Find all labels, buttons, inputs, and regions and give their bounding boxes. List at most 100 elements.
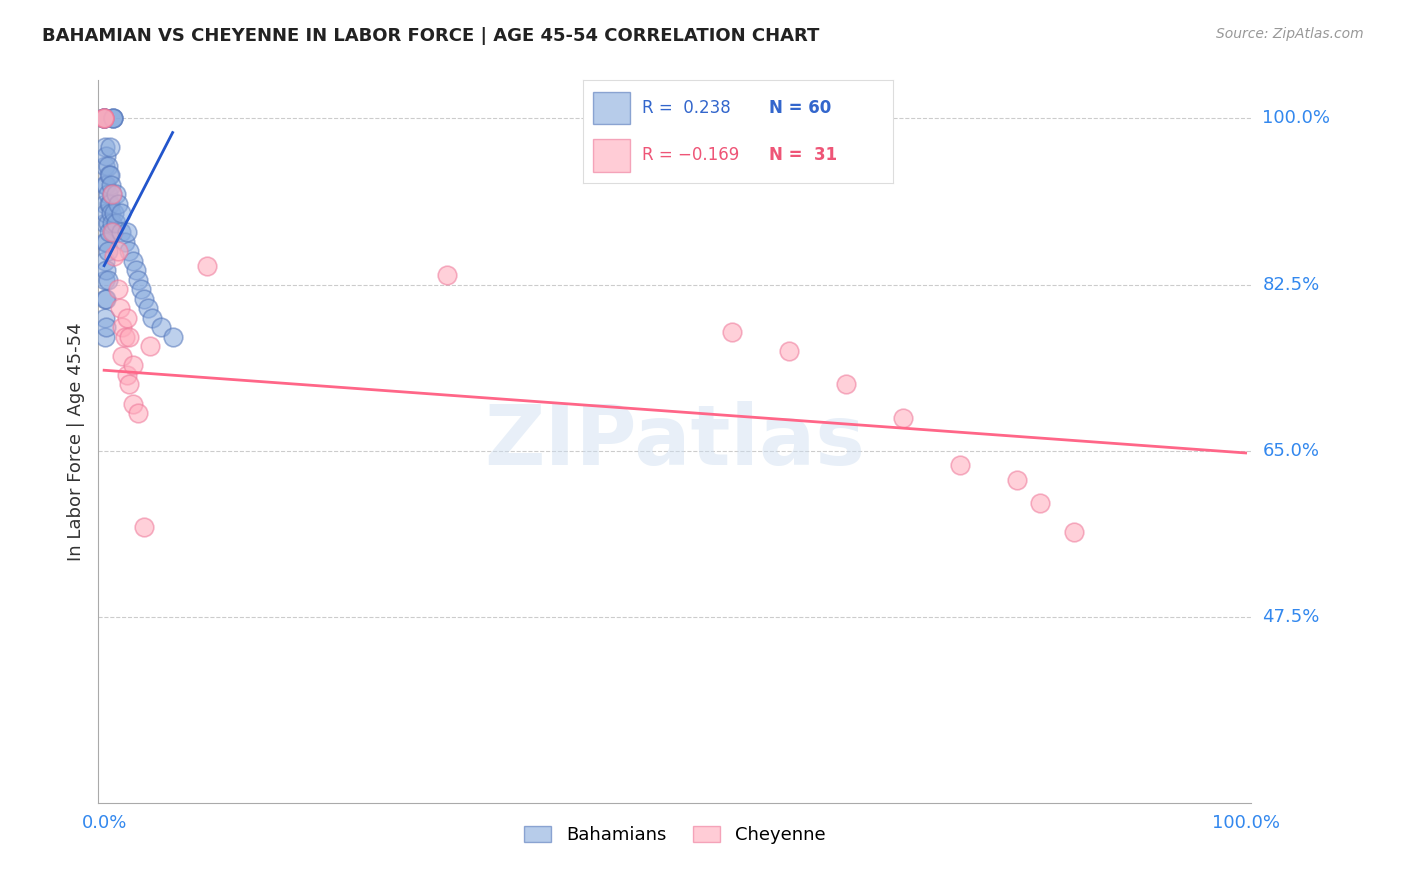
Point xyxy=(115,310,138,325)
Point xyxy=(93,112,115,126)
Point xyxy=(111,349,134,363)
Point xyxy=(110,226,132,240)
Point xyxy=(94,310,117,325)
Point xyxy=(96,273,118,287)
Point xyxy=(96,263,118,277)
Bar xyxy=(593,92,630,124)
Text: 82.5%: 82.5% xyxy=(1263,276,1320,293)
Point xyxy=(127,406,149,420)
Text: R = −0.169: R = −0.169 xyxy=(643,146,740,164)
Point xyxy=(110,206,132,220)
Point xyxy=(108,301,131,316)
Point xyxy=(107,197,129,211)
Text: BAHAMIAN VS CHEYENNE IN LABOR FORCE | AGE 45-54 CORRELATION CHART: BAHAMIAN VS CHEYENNE IN LABOR FORCE | AG… xyxy=(42,27,820,45)
Point xyxy=(891,410,914,425)
Point xyxy=(96,187,118,202)
Point xyxy=(93,112,115,126)
Point xyxy=(111,320,134,334)
Text: R =  0.238: R = 0.238 xyxy=(643,99,731,117)
Point xyxy=(96,216,118,230)
Y-axis label: In Labor Force | Age 45-54: In Labor Force | Age 45-54 xyxy=(66,322,84,561)
Point xyxy=(96,206,118,220)
Point xyxy=(118,244,141,259)
Point xyxy=(96,149,118,163)
Text: ZIPatlas: ZIPatlas xyxy=(485,401,865,482)
Point xyxy=(162,330,184,344)
Point xyxy=(98,169,121,183)
Bar xyxy=(593,139,630,171)
Point xyxy=(107,282,129,296)
Point xyxy=(98,197,121,211)
Text: 47.5%: 47.5% xyxy=(1263,608,1320,626)
Point xyxy=(96,292,118,306)
Point xyxy=(104,187,127,202)
Point xyxy=(129,282,152,296)
Point xyxy=(103,112,125,126)
Point xyxy=(94,235,117,249)
Point xyxy=(94,159,117,173)
Point xyxy=(101,216,124,230)
Point xyxy=(100,178,122,192)
Point xyxy=(121,396,143,410)
Point xyxy=(195,259,218,273)
Point xyxy=(94,292,117,306)
Point xyxy=(141,310,163,325)
Point xyxy=(94,330,117,344)
Point xyxy=(97,226,120,240)
Text: Source: ZipAtlas.com: Source: ZipAtlas.com xyxy=(1216,27,1364,41)
Point xyxy=(97,169,120,183)
Point xyxy=(103,206,125,220)
Point xyxy=(94,216,117,230)
Point xyxy=(96,159,118,173)
Point xyxy=(436,268,458,282)
Point xyxy=(132,292,155,306)
Point xyxy=(101,187,124,202)
Point xyxy=(97,197,120,211)
Point xyxy=(132,520,155,534)
Point xyxy=(94,273,117,287)
Point xyxy=(103,226,125,240)
Text: 65.0%: 65.0% xyxy=(1263,442,1319,460)
Point xyxy=(93,112,115,126)
Point xyxy=(94,178,117,192)
Point xyxy=(96,235,118,249)
Point xyxy=(98,140,121,154)
Point xyxy=(150,320,173,334)
Point xyxy=(93,112,115,126)
Point xyxy=(118,377,141,392)
Point xyxy=(93,112,115,126)
Point xyxy=(127,273,149,287)
Point xyxy=(103,112,125,126)
Point xyxy=(103,112,125,126)
Point xyxy=(93,112,115,126)
Point xyxy=(139,339,162,353)
Point xyxy=(136,301,159,316)
Point xyxy=(114,235,136,249)
Text: N =  31: N = 31 xyxy=(769,146,837,164)
Point xyxy=(104,216,127,230)
Point xyxy=(115,368,138,382)
Text: 100.0%: 100.0% xyxy=(1263,110,1330,128)
Point xyxy=(721,325,744,339)
Point xyxy=(96,178,118,192)
Point xyxy=(100,206,122,220)
Point xyxy=(94,197,117,211)
Point xyxy=(1029,496,1052,510)
Legend: Bahamians, Cheyenne: Bahamians, Cheyenne xyxy=(517,819,832,852)
Point xyxy=(94,254,117,268)
Point xyxy=(121,359,143,373)
Point xyxy=(103,249,125,263)
Point xyxy=(96,244,118,259)
Point xyxy=(125,263,148,277)
Point xyxy=(778,344,800,359)
Point xyxy=(101,226,124,240)
Point xyxy=(835,377,858,392)
Point xyxy=(121,254,143,268)
Point xyxy=(118,330,141,344)
Point xyxy=(93,112,115,126)
Point xyxy=(96,320,118,334)
Point xyxy=(107,244,129,259)
Text: N = 60: N = 60 xyxy=(769,99,831,117)
Point xyxy=(115,226,138,240)
Point xyxy=(94,140,117,154)
